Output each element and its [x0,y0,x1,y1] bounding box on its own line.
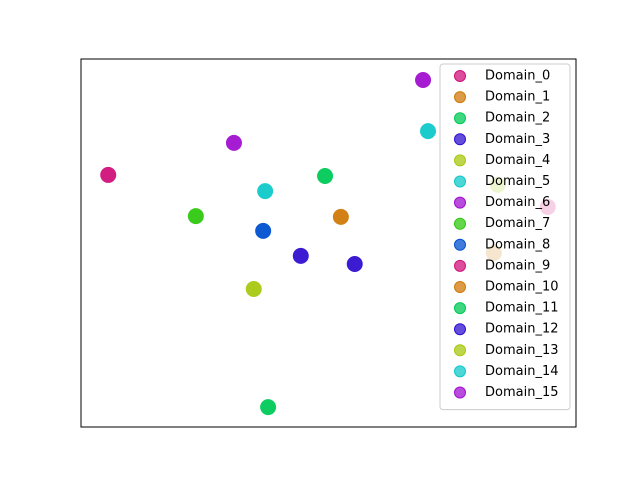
legend-marker [454,386,466,399]
legend-label: Domain_9 [485,258,550,273]
legend-label: Domain_11 [485,301,559,316]
point [292,247,309,264]
legend-label: Domain_13 [485,343,559,358]
legend: Domain_0 Domain_1 Domain_2 Domain_3 Domain_4… [439,63,571,411]
legend-marker [454,344,466,357]
legend-marker [454,70,466,82]
legend-marker [454,217,466,230]
legend-marker [454,91,466,104]
legend-marker [454,112,466,125]
legend-marker [454,323,466,336]
legend-marker [454,175,466,188]
point [225,134,242,151]
point [419,123,436,140]
point [255,222,272,239]
point [346,255,363,272]
point [260,399,277,416]
legend-marker [454,133,466,146]
legend-label: Domain_7 [485,216,550,231]
point [415,71,432,88]
legend-marker [454,281,466,293]
point [245,281,262,297]
plot-frame [80,58,577,428]
legend-label: Domain_10 [485,280,559,295]
legend-marker [454,196,466,209]
legend-label: Domain_5 [485,174,550,189]
legend-label: Domain_1 [485,90,550,105]
legend-marker [454,365,466,378]
legend-label: Domain_15 [485,385,559,400]
legend-label: Domain_14 [485,364,559,379]
legend-label: Domain_4 [485,153,550,168]
legend-marker [454,238,466,251]
point [332,208,349,225]
point [317,168,334,185]
point [257,183,274,200]
legend-label: Domain_8 [485,237,550,252]
legend-label: Domain_12 [485,322,559,337]
point [100,166,117,183]
legend-marker [454,259,466,272]
legend-label: Domain_2 [485,111,550,126]
legend-label: Domain_0 [485,69,550,84]
legend-box [439,63,571,411]
point [187,208,204,225]
points [100,71,556,416]
legend-marker [454,302,466,315]
legend-label: Domain_3 [485,132,550,147]
legend-label: Domain_6 [485,195,550,210]
legend-marker [454,154,466,167]
